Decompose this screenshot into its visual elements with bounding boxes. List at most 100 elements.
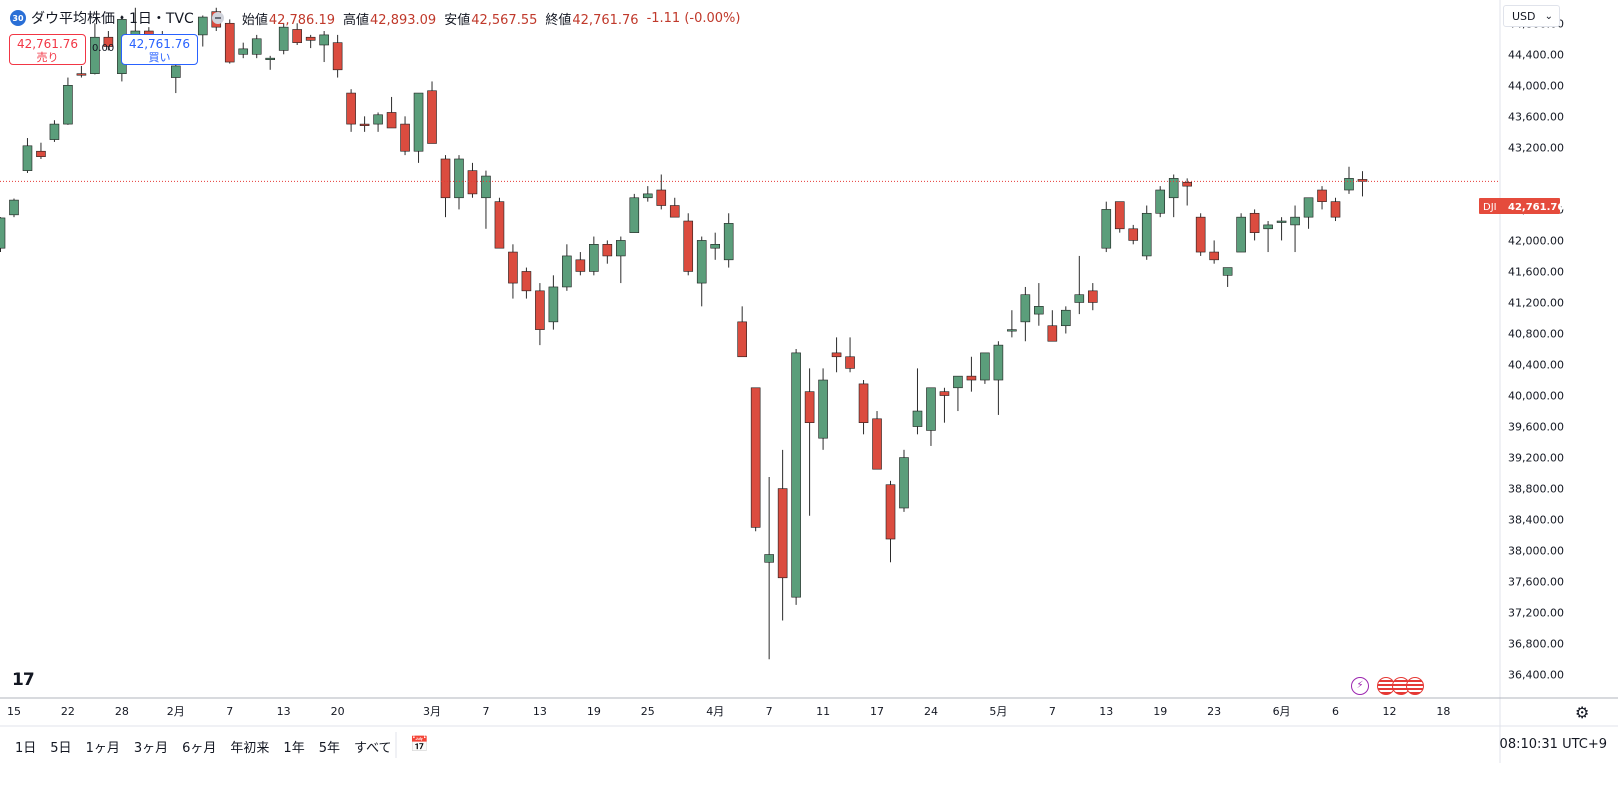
chevron-down-icon: ⌄	[1544, 11, 1553, 22]
candle	[750, 387, 761, 528]
last-price-value: 42,761.76	[1508, 202, 1564, 213]
time-tick-label: 12	[1382, 705, 1396, 718]
candle	[1007, 329, 1017, 332]
ohlc-close-label: 終値	[545, 12, 572, 28]
candle	[346, 92, 356, 125]
candle	[1141, 212, 1152, 257]
ohlc-high-value: 42,893.09	[370, 12, 437, 28]
hide-legend-icon[interactable]	[211, 12, 224, 24]
range-5y[interactable]: 5年	[318, 740, 340, 756]
symbol-title[interactable]: ダウ平均株価・1日・TVC	[31, 11, 194, 27]
candle	[939, 391, 950, 396]
candle	[912, 410, 923, 427]
candle	[710, 244, 721, 249]
candle	[197, 16, 208, 36]
price-tick-label: 36,400.00	[1508, 669, 1564, 682]
ohlc-open: 始値42,786.19	[242, 9, 343, 28]
candle	[0, 217, 6, 249]
price-tick-label: 44,400.00	[1508, 48, 1564, 61]
candle	[818, 379, 828, 439]
ohlc-low-value: 42,567.55	[471, 12, 538, 28]
spread-value: 0.00	[92, 43, 115, 54]
time-tick-label: 7	[766, 705, 773, 718]
buy-button[interactable]: 42,761.76 買い	[121, 34, 198, 65]
candle	[696, 240, 707, 284]
candle	[683, 220, 694, 272]
buy-label: 買い	[148, 51, 171, 64]
time-tick-label: 4月	[706, 705, 724, 718]
candle	[1222, 267, 1233, 276]
price-tick-label: 37,600.00	[1508, 576, 1564, 589]
time-tick-label: 17	[870, 705, 884, 718]
candle	[1047, 325, 1058, 342]
range-6m[interactable]: 6ヶ月	[182, 740, 217, 756]
candle	[926, 387, 936, 431]
candle	[332, 42, 343, 71]
price-tick-label: 43,600.00	[1508, 110, 1564, 123]
candle	[602, 244, 613, 257]
calendar-goto-icon[interactable]: 📅	[410, 735, 429, 753]
sell-button[interactable]: 42,761.76 売り	[9, 34, 86, 65]
candle	[1114, 201, 1125, 230]
range-1d[interactable]: 1日	[15, 740, 37, 756]
gear-icon[interactable]: ⚙	[1575, 703, 1590, 722]
time-tick-label: 11	[816, 705, 830, 718]
candle	[899, 457, 909, 509]
time-tick-label: 15	[7, 705, 21, 718]
range-1y[interactable]: 1年	[283, 740, 305, 756]
time-tick-label: 13	[1099, 705, 1113, 718]
candle	[1087, 290, 1098, 303]
ohlc-open-label: 始値	[241, 12, 268, 28]
candle	[36, 150, 46, 157]
candle	[1303, 197, 1314, 218]
lightning-icon[interactable]: ⚡	[1351, 677, 1369, 695]
range-3m[interactable]: 3ヶ月	[133, 740, 169, 756]
ohlc-change: -1.11 (-0.00%)	[647, 11, 749, 26]
candle	[562, 255, 572, 288]
price-tick-label: 40,000.00	[1508, 390, 1564, 403]
candle	[1290, 216, 1300, 226]
candle	[589, 244, 599, 272]
range-ytd[interactable]: 年初来	[230, 740, 270, 756]
time-tick-label: 19	[587, 705, 601, 718]
candle	[1155, 189, 1166, 214]
price-tick-label: 42,000.00	[1508, 234, 1564, 247]
candle	[642, 193, 653, 199]
candle	[292, 29, 302, 43]
time-tick-label: 28	[115, 705, 129, 718]
time-axis[interactable]: 15 22 28 2月 7 13 20 3月 7 13 19 25 4月 7 11 17 24 5月 7 13 19 23…	[7, 705, 1450, 718]
candle	[467, 170, 478, 195]
candle	[1330, 201, 1341, 218]
candle	[791, 352, 801, 598]
candle	[535, 290, 545, 330]
tradingview-logo-icon[interactable]: 𝟭𝟳	[12, 670, 35, 690]
range-all[interactable]: すべて	[353, 740, 392, 756]
price-axis[interactable]: 36,400.00 36,800.00 37,200.00 37,600.00 38,0…	[1508, 17, 1564, 681]
time-tick-label: 18	[1436, 705, 1450, 718]
clock-timezone[interactable]: 08:10:31 UTC+9	[1499, 737, 1607, 752]
candle	[669, 205, 680, 218]
range-5d[interactable]: 5日	[50, 740, 72, 756]
candle	[980, 352, 990, 381]
candle	[265, 57, 276, 60]
candle	[508, 251, 518, 284]
price-tick-label: 40,800.00	[1508, 327, 1564, 340]
candle	[723, 223, 734, 261]
time-tick-label: 7	[226, 705, 233, 718]
candle	[305, 36, 316, 41]
candle	[777, 488, 788, 579]
range-1m[interactable]: 1ヶ月	[85, 740, 120, 756]
us-flag-icon[interactable]	[1406, 677, 1424, 695]
currency-value: USD	[1512, 10, 1536, 23]
last-price-tag: DJI 42,761.76	[1479, 198, 1564, 214]
candle	[1195, 216, 1206, 253]
candle	[1061, 309, 1071, 327]
candle	[1236, 216, 1246, 253]
time-tick-label: 13	[533, 705, 547, 718]
ohlc-high: 高値42,893.09	[343, 9, 444, 28]
candle	[9, 199, 19, 216]
candle	[548, 286, 559, 323]
currency-select[interactable]: USD ⌄	[1503, 5, 1560, 27]
ohlc-close-value: 42,761.76	[572, 12, 639, 28]
